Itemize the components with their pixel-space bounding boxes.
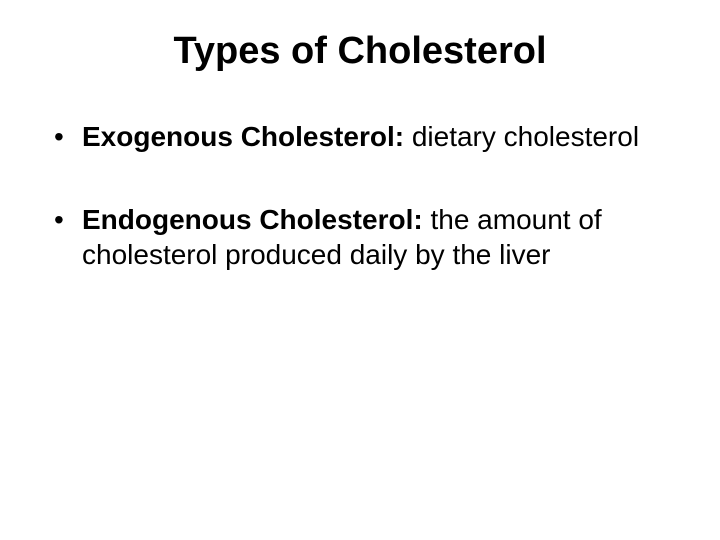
- list-item: Exogenous Cholesterol: dietary cholester…: [54, 119, 680, 154]
- slide: Types of Cholesterol Exogenous Cholester…: [0, 0, 720, 540]
- bullet-list: Exogenous Cholesterol: dietary cholester…: [40, 119, 680, 272]
- bullet-term: Exogenous Cholesterol:: [82, 121, 404, 152]
- list-item: Endogenous Cholesterol: the amount of ch…: [54, 202, 680, 272]
- bullet-desc: dietary cholesterol: [404, 121, 639, 152]
- bullet-term: Endogenous Cholesterol:: [82, 204, 423, 235]
- slide-title: Types of Cholesterol: [40, 30, 680, 73]
